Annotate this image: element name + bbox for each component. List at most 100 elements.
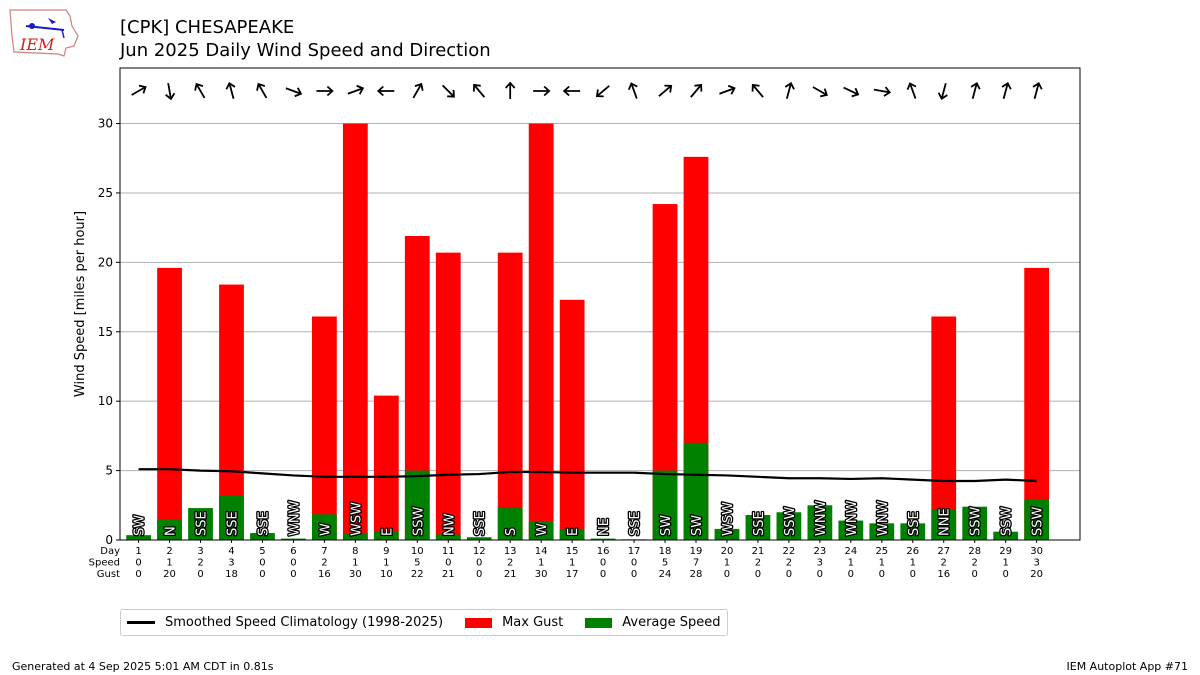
gust-bar: [435, 252, 461, 540]
direction-labels: SW N SSE SSE SSE WNW W WSW E SSW NW SSE S W E NE SSE SW SW…: [131, 499, 1047, 537]
gust-label: 0: [290, 569, 296, 580]
gust-label: 0: [755, 569, 761, 580]
speed-label: 3: [1033, 558, 1039, 569]
direction-label: SW: [133, 515, 148, 536]
direction-label: WNW: [876, 500, 891, 536]
direction-arrow: [505, 81, 516, 99]
speed-bar: [281, 538, 306, 540]
legend-line-swatch: [127, 621, 155, 624]
speed-label: 0: [290, 558, 296, 569]
day-label: 24: [844, 546, 857, 557]
speed-bar: [776, 512, 802, 540]
gust-label: 0: [724, 569, 730, 580]
speed-label: 2: [321, 558, 327, 569]
speed-bar: [993, 531, 1019, 540]
direction-arrow: [937, 83, 948, 101]
direction-arrow: [194, 82, 206, 99]
gust-bar: [497, 252, 523, 540]
gust-label: 0: [786, 569, 792, 580]
x-axis-ticks: 1002120320431850060072168130911010522110…: [135, 540, 1043, 580]
speed-bar: [528, 521, 554, 540]
speed-label: 0: [259, 558, 265, 569]
speed-label: 1: [724, 558, 730, 569]
gust-label: 18: [225, 569, 238, 580]
day-label: 18: [659, 546, 672, 557]
direction-arrow: [627, 82, 638, 99]
direction-arrow: [472, 83, 486, 98]
speed-label: 1: [352, 558, 358, 569]
direction-arrow: [441, 84, 455, 98]
row-label: Speed: [89, 558, 120, 569]
direction-arrow: [1001, 81, 1012, 99]
speed-label: 1: [1002, 558, 1008, 569]
direction-label: SW: [690, 515, 705, 536]
direction-label: SW: [659, 515, 674, 536]
direction-label: SSE: [907, 511, 922, 536]
speed-label: 2: [972, 558, 978, 569]
legend-label-speed: Average Speed: [622, 615, 721, 630]
speed-bar: [404, 470, 430, 540]
direction-label: WSW: [349, 502, 364, 536]
direction-arrow: [256, 82, 268, 99]
direction-arrow: [970, 81, 981, 99]
gust-label: 21: [442, 569, 455, 580]
day-label: 20: [721, 546, 734, 557]
speed-bar: [714, 528, 740, 540]
direction-arrow: [751, 83, 764, 98]
climatology-line: [138, 468, 1037, 483]
speed-bar: [312, 514, 337, 540]
day-label: 8: [352, 546, 358, 557]
speed-label: 1: [538, 558, 544, 569]
direction-label: E: [566, 528, 581, 536]
speed-label: 2: [786, 558, 792, 569]
direction-arrow: [843, 86, 860, 98]
speed-bar: [683, 442, 709, 540]
gust-label: 0: [631, 569, 637, 580]
gust-bar: [157, 267, 182, 540]
day-label: 23: [814, 546, 827, 557]
gust-label: 16: [937, 569, 950, 580]
speed-bar: [590, 538, 616, 540]
speed-bar: [559, 528, 585, 540]
y-tick-label: 0: [105, 533, 113, 547]
direction-label: WNW: [814, 500, 829, 536]
gust-label: 28: [690, 569, 703, 580]
direction-arrow: [285, 87, 303, 98]
legend-gust-swatch: [465, 617, 493, 628]
day-label: 2: [166, 546, 172, 557]
speed-label: 0: [135, 558, 141, 569]
speed-bar: [962, 506, 988, 540]
speed-label: 0: [600, 558, 606, 569]
gust-label: 21: [504, 569, 517, 580]
direction-arrows: [131, 81, 1043, 101]
speed-label: 0: [445, 558, 451, 569]
legend-item-gust: Max Gust: [465, 615, 563, 630]
speed-bar: [435, 534, 461, 540]
day-label: 10: [411, 546, 424, 557]
legend: Smoothed Speed Climatology (1998-2025) M…: [120, 609, 728, 636]
day-label: 27: [937, 546, 950, 557]
direction-arrow: [562, 85, 581, 97]
direction-arrow: [784, 81, 795, 99]
speed-bar: [838, 520, 864, 540]
gust-label: 0: [972, 569, 978, 580]
y-tick-label: 15: [98, 325, 113, 339]
y-axis-label: Wind Speed [miles per hour]: [73, 211, 88, 397]
speed-label: 1: [910, 558, 916, 569]
gust-label: 20: [1030, 569, 1043, 580]
direction-arrow: [690, 83, 703, 98]
day-label: 22: [783, 546, 796, 557]
speed-bar: [126, 535, 151, 540]
speed-label: 1: [166, 558, 172, 569]
gust-label: 0: [476, 569, 482, 580]
gust-label: 30: [535, 569, 548, 580]
gust-bar: [373, 395, 399, 540]
y-tick-label: 10: [98, 394, 113, 408]
speed-bar: [1024, 499, 1050, 540]
gust-label: 0: [135, 569, 141, 580]
direction-label: SSW: [783, 506, 798, 536]
chart-title: [CPK] CHESAPEAKE: [120, 17, 295, 38]
logo-text: IEM: [19, 35, 55, 54]
gust-label: 0: [910, 569, 916, 580]
